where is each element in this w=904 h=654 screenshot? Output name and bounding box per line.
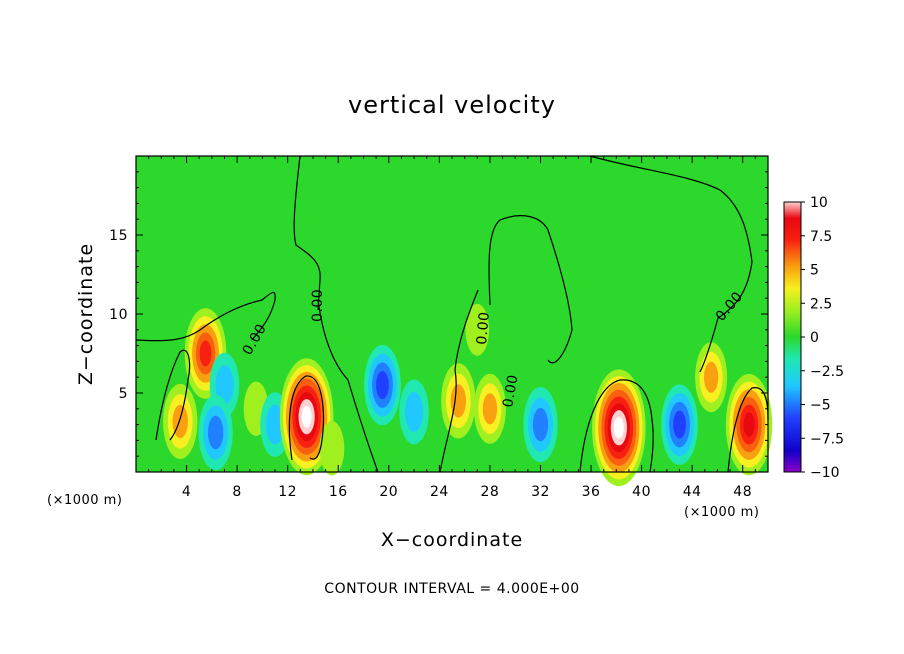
velocity-cell bbox=[301, 405, 312, 428]
plot-area: 0.00 0.00 0.00 0.00 0.00 bbox=[135, 155, 773, 487]
contour-label: 0.00 bbox=[310, 289, 326, 322]
colorbar-tick-label: 0 bbox=[810, 330, 819, 346]
velocity-cell bbox=[404, 392, 424, 432]
zero-contour-line bbox=[589, 155, 753, 373]
x-unit-right: (×1000 m) bbox=[684, 505, 759, 520]
velocity-cell bbox=[743, 412, 755, 437]
velocity-cell bbox=[215, 365, 234, 406]
x-tick-label: 48 bbox=[733, 484, 752, 500]
x-tick-label: 8 bbox=[232, 484, 241, 500]
colorbar-tick-label: −10 bbox=[810, 465, 840, 481]
colorbar bbox=[783, 201, 802, 473]
velocity-cell bbox=[265, 404, 285, 445]
colorbar-tick-label: 2.5 bbox=[810, 296, 832, 312]
colorbar-tick-label: −5 bbox=[810, 398, 831, 414]
y-tick-label: 15 bbox=[109, 228, 128, 244]
velocity-cell bbox=[319, 421, 345, 476]
velocity-cell bbox=[613, 416, 624, 439]
x-axis-label: X−coordinate bbox=[381, 529, 523, 551]
velocity-cell bbox=[532, 407, 549, 442]
velocity-cell bbox=[465, 303, 490, 356]
x-axis: 4 8 12 16 20 24 28 32 36 40 44 48 bbox=[148, 156, 756, 500]
colorbar-tick-label: −7.5 bbox=[810, 431, 844, 447]
zero-contour-line bbox=[155, 349, 191, 441]
velocity-cell bbox=[450, 384, 466, 418]
x-tick-label: 40 bbox=[632, 484, 651, 500]
x-tick-label: 28 bbox=[481, 484, 500, 500]
colorbar-tick-label: −2.5 bbox=[810, 364, 844, 380]
zero-contour-line bbox=[439, 289, 479, 473]
y-tick-label: 5 bbox=[119, 386, 128, 402]
zero-contour-line bbox=[288, 375, 325, 461]
zero-contours bbox=[135, 155, 769, 473]
zero-contour-line bbox=[317, 299, 379, 473]
colorbar-tick-label: 7.5 bbox=[810, 229, 832, 245]
zero-contour-line bbox=[579, 379, 654, 473]
velocity-cell bbox=[199, 340, 212, 367]
x-tick-label: 44 bbox=[683, 484, 702, 500]
x-unit-left: (×1000 m) bbox=[47, 493, 122, 508]
velocity-cell bbox=[673, 410, 686, 439]
velocity-cell bbox=[376, 371, 389, 400]
contour-interval-note: CONTOUR INTERVAL = 4.000E+00 bbox=[324, 581, 579, 597]
x-tick-label: 16 bbox=[329, 484, 348, 500]
velocity-cell bbox=[704, 361, 719, 393]
y-tick-label: 10 bbox=[109, 307, 128, 323]
contour-label: 0.00 bbox=[474, 311, 493, 345]
x-tick-label: 24 bbox=[430, 484, 449, 500]
y-axis-label: Z−coordinate bbox=[75, 243, 97, 385]
y-axis: 5 10 15 bbox=[109, 171, 768, 457]
velocity-cell bbox=[207, 415, 224, 450]
zero-contour-line bbox=[727, 387, 769, 473]
zero-contour-line bbox=[135, 291, 276, 342]
x-tick-label: 4 bbox=[182, 484, 191, 500]
chart-title: vertical velocity bbox=[348, 91, 556, 119]
x-tick-label: 36 bbox=[582, 484, 601, 500]
velocity-field bbox=[163, 303, 773, 487]
zero-contour-line bbox=[293, 155, 321, 311]
x-tick-label: 32 bbox=[531, 484, 550, 500]
x-tick-label: 12 bbox=[278, 484, 297, 500]
colorbar-ticks: 10 7.5 5 2.5 0 −2.5 −5 −7.5 −10 bbox=[801, 195, 844, 481]
x-tick-label: 20 bbox=[379, 484, 398, 500]
colorbar-tick-label: 5 bbox=[810, 263, 819, 279]
colorbar-tick-label: 10 bbox=[810, 195, 828, 211]
velocity-cell bbox=[482, 393, 498, 425]
zero-contour-line bbox=[488, 215, 573, 364]
contour-label: 0.00 bbox=[500, 373, 522, 408]
